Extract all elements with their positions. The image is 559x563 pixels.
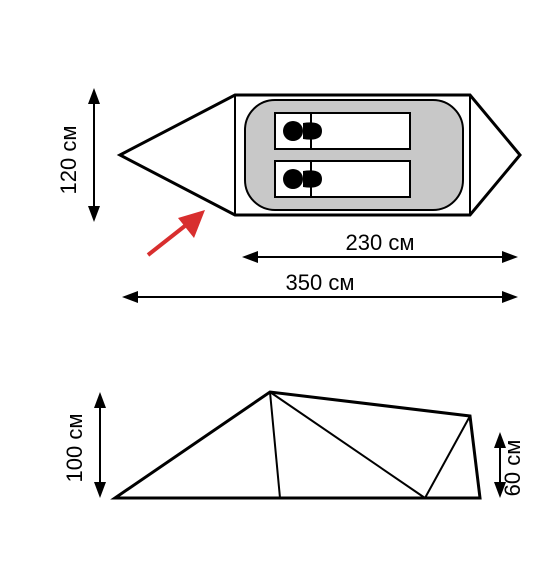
- dim-height-side-left-label: 100 см: [62, 414, 87, 483]
- tent-profile: [115, 392, 480, 498]
- side-view: 100 см 60 см: [62, 392, 525, 498]
- dim-length-total-label: 350 см: [286, 270, 355, 295]
- dim-height-side-right: 60 см: [494, 432, 525, 498]
- dim-length-total: 350 см: [122, 270, 518, 303]
- dim-height-side-right-label: 60 см: [500, 440, 525, 497]
- dim-height-side-left: 100 см: [62, 392, 106, 498]
- dim-height-top-label: 120 см: [56, 126, 81, 195]
- dim-height-top: 120 см: [56, 88, 100, 222]
- person-2: [275, 161, 410, 197]
- dim-length-inner-label: 230 см: [346, 230, 415, 255]
- entrance-arrow-icon: [148, 210, 205, 255]
- person-1: [275, 113, 410, 149]
- tent-diagram: 120 см: [0, 0, 559, 563]
- dim-length-inner: 230 см: [242, 230, 518, 263]
- top-view: 120 см: [56, 88, 520, 303]
